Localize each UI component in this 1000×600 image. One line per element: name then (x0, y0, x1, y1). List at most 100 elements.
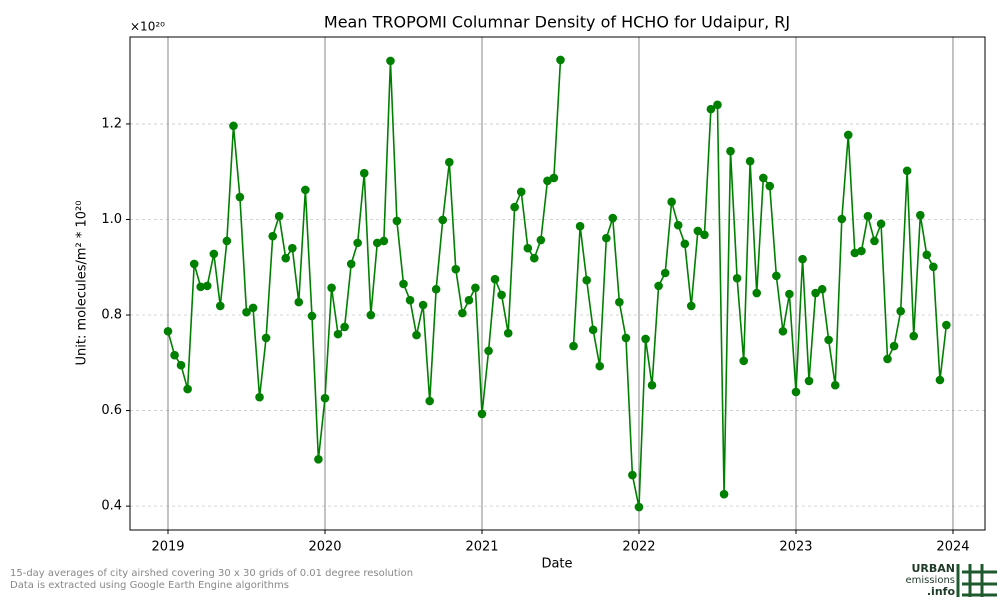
chart-title: Mean TROPOMI Columnar Density of HCHO fo… (324, 13, 790, 32)
point (255, 392, 264, 402)
logo-text: .info (927, 585, 956, 598)
x-tick-label: 2020 (308, 540, 341, 555)
x-axis-label: Date (541, 557, 572, 572)
point (870, 236, 879, 246)
point (896, 306, 905, 316)
point (830, 380, 840, 390)
point (634, 502, 644, 512)
point (935, 375, 945, 385)
series-line (167, 59, 948, 508)
point (170, 350, 179, 360)
point (484, 346, 493, 356)
point (183, 384, 192, 394)
point (307, 311, 317, 321)
point (359, 168, 369, 178)
point (366, 310, 376, 320)
point (850, 248, 860, 258)
point (196, 282, 205, 292)
point (654, 281, 663, 291)
point (163, 326, 173, 336)
point (438, 215, 448, 225)
point (843, 130, 853, 140)
point (288, 243, 297, 253)
point (386, 56, 395, 66)
point (372, 238, 382, 248)
point (837, 214, 847, 224)
x-tick-label: 2022 (622, 540, 655, 555)
point (445, 157, 454, 167)
point (667, 197, 676, 207)
point (791, 387, 801, 397)
point (458, 308, 467, 318)
point (595, 361, 605, 371)
point (229, 121, 238, 131)
point (942, 320, 951, 330)
point (582, 275, 592, 285)
point (451, 264, 461, 274)
point (752, 288, 762, 298)
point (516, 187, 526, 197)
point (340, 322, 349, 332)
point (471, 283, 480, 293)
point (765, 181, 775, 191)
point (346, 259, 356, 269)
point (628, 470, 637, 480)
y-tick-label: 1.2 (101, 116, 122, 131)
point (745, 156, 755, 166)
footnote: 15-day averages of city airshed covering… (10, 568, 413, 579)
point (418, 300, 428, 310)
point (732, 273, 742, 283)
point (497, 290, 506, 300)
x-tick-label: 2024 (936, 540, 969, 555)
y-tick-label: 0.4 (101, 499, 122, 514)
point (713, 100, 722, 110)
point (778, 326, 788, 336)
point (202, 281, 212, 291)
point (274, 211, 284, 221)
point (615, 297, 624, 307)
point (536, 235, 546, 245)
logo-icon (956, 564, 997, 597)
point (209, 249, 219, 259)
point (569, 341, 578, 351)
point (602, 233, 611, 243)
point (660, 268, 670, 278)
point (817, 284, 827, 294)
point (916, 210, 925, 220)
point (759, 173, 768, 183)
point (883, 354, 892, 364)
point (510, 202, 519, 212)
y-tick-label: 1.0 (101, 212, 122, 227)
y-offset-label: ×10²⁰ (130, 20, 165, 34)
point (242, 307, 251, 317)
point (425, 396, 435, 406)
point (379, 236, 389, 246)
logo-text: URBAN (911, 562, 955, 575)
point (314, 454, 323, 464)
point (706, 104, 716, 114)
point (608, 213, 618, 223)
point (353, 238, 362, 248)
point (785, 289, 794, 299)
point (876, 219, 886, 229)
point (248, 303, 258, 313)
point (798, 254, 807, 264)
point (320, 393, 330, 403)
point (529, 253, 539, 263)
point (301, 185, 310, 195)
point (412, 330, 421, 340)
point (556, 55, 565, 65)
point (176, 360, 186, 370)
point (268, 231, 278, 241)
y-axis-label: Unit: molecules/m² * 10²⁰ (75, 201, 90, 366)
point (772, 271, 781, 281)
y-tick-label: 0.6 (101, 403, 122, 418)
point (824, 335, 833, 345)
point (392, 216, 402, 226)
point (549, 173, 559, 183)
point (693, 226, 703, 236)
point (673, 220, 683, 230)
point (739, 356, 748, 366)
point (647, 380, 657, 390)
